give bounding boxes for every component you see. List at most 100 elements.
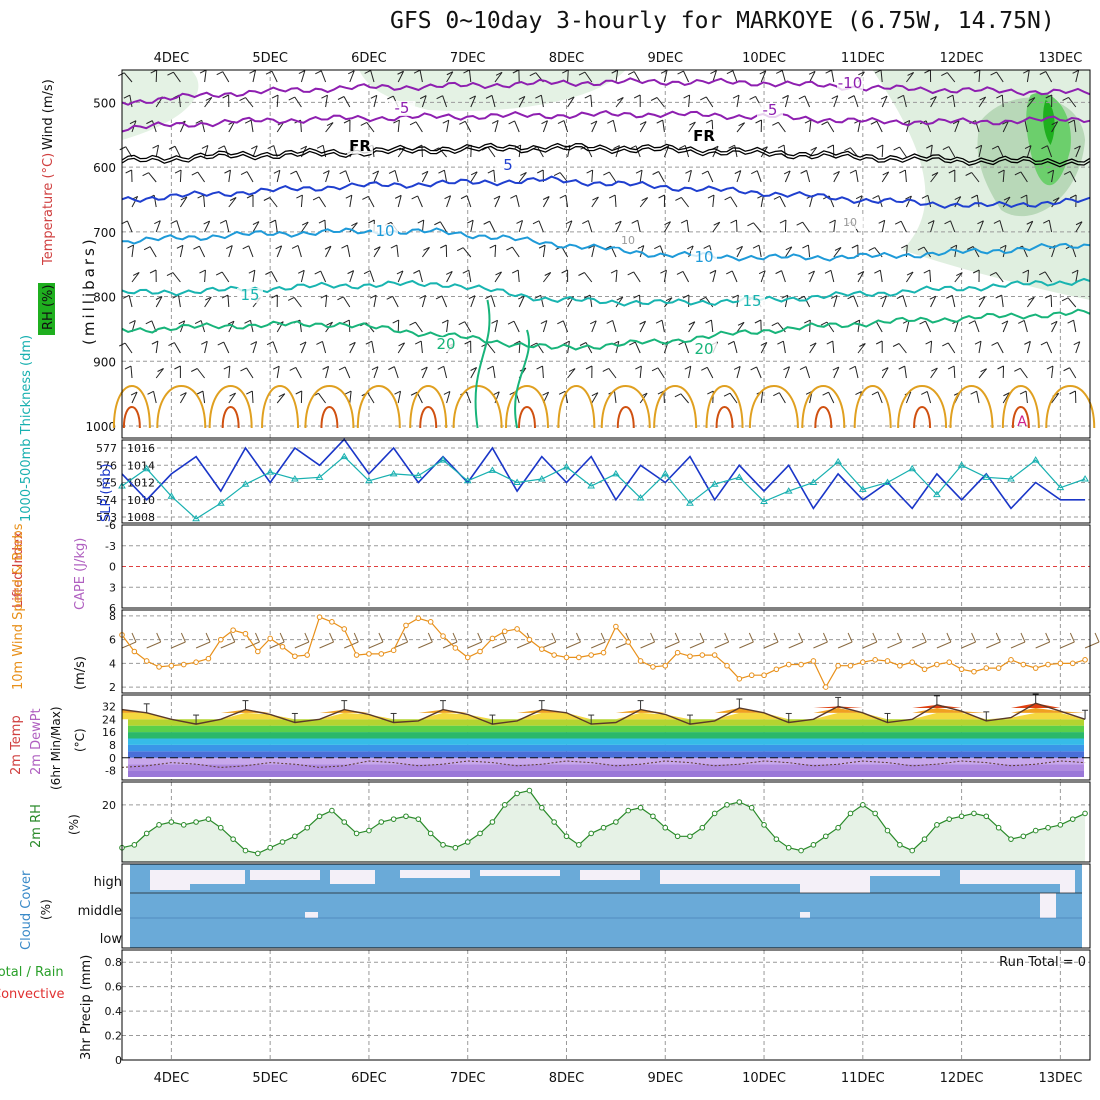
low-level-contour-inner	[419, 406, 438, 429]
wind-barb-flag	[413, 269, 420, 274]
thickness-point	[1007, 475, 1015, 482]
wind-barb	[712, 195, 715, 208]
wind-barb	[900, 220, 907, 233]
wind-barb-flag	[464, 340, 471, 345]
wind-barb	[300, 341, 307, 354]
wind-barb-flag	[1040, 341, 1048, 346]
surface-wind-barb	[319, 641, 334, 649]
wind-speed-point	[822, 684, 829, 690]
wind-barb	[633, 71, 641, 83]
wind-barb-flag	[218, 145, 225, 150]
wind-barb-flag	[990, 71, 997, 76]
wind-barb	[466, 195, 472, 208]
isotherm-20-drop	[474, 299, 530, 429]
wind-barb-flag	[952, 120, 960, 125]
wind-barb-flag	[246, 390, 253, 395]
wind-barb-flag	[991, 145, 999, 150]
day-label-top: 10DEC	[742, 51, 786, 66]
wind-barb-flag	[442, 119, 449, 124]
wind-barb-flag	[217, 341, 224, 346]
precip-total-label: Total / Rain	[0, 965, 64, 980]
wind-barb-flag	[312, 196, 320, 201]
wind-speed-label: 10m Wind Speed & Barbs	[11, 523, 26, 690]
wind-barb-flag	[199, 269, 206, 274]
wind-barb-flag	[535, 94, 542, 99]
wind-barb-flag	[655, 319, 663, 324]
wind-barb-flag	[229, 197, 237, 201]
wind-barb-flag	[1028, 97, 1036, 102]
wind-barb-flag	[244, 319, 251, 324]
wind-barb	[615, 296, 624, 308]
wind-barb	[784, 246, 793, 258]
temperature-band	[128, 725, 1084, 733]
wind-barb	[202, 391, 206, 404]
wind-barb	[1051, 366, 1054, 379]
wind-barb	[585, 342, 593, 354]
wind-barb-flag	[374, 246, 381, 251]
wind-label: Wind (m/s)	[41, 79, 56, 150]
wind-barb	[881, 95, 888, 108]
wind-barb-flag	[579, 342, 587, 346]
wind-barb	[470, 295, 476, 308]
wind-barb-flag	[339, 170, 346, 175]
wind-barb	[148, 172, 157, 183]
low-level-contour	[1045, 385, 1096, 429]
thickness-tick: 573	[96, 511, 117, 524]
wind-barb-flag	[142, 172, 149, 177]
wind-barb	[950, 220, 956, 233]
wind-barb	[300, 195, 303, 208]
wind-barb	[394, 170, 399, 183]
wind-barb	[252, 341, 258, 354]
rh-point	[316, 813, 323, 820]
rh-tick: 20	[102, 799, 116, 812]
wind-speed-point	[514, 626, 520, 632]
wind-barb	[420, 341, 423, 354]
surface-wind-barb	[887, 641, 902, 649]
wind-barb-flag	[423, 246, 430, 251]
wind-barb-flag	[617, 97, 624, 101]
wind-barb-flag	[901, 244, 908, 249]
wind-barb-flag	[737, 321, 745, 326]
wind-barb-flag	[149, 269, 157, 274]
wind-barb-flag	[314, 270, 321, 275]
wind-barb	[760, 270, 766, 283]
rh-point	[995, 824, 1002, 831]
wind-barb	[178, 295, 181, 308]
surface-wind-barb-flag	[427, 632, 433, 643]
wind-barb	[930, 96, 937, 108]
temperature-tick: 8	[109, 739, 116, 752]
wind-barb	[1026, 145, 1032, 158]
rh-point	[822, 833, 829, 840]
wind-barb	[639, 170, 643, 183]
wind-barb	[349, 270, 355, 283]
wind-barb-flag	[906, 271, 914, 276]
rh-point	[662, 824, 669, 831]
wind-barb-flag	[410, 391, 418, 396]
wind-barb-flag	[239, 97, 246, 102]
wind-barb-flag	[122, 294, 130, 299]
surface-wind-barb	[541, 641, 556, 649]
wind-barb	[853, 295, 859, 308]
wind-barb	[446, 320, 449, 333]
wind-barb-flag	[397, 70, 404, 75]
cloud-cover-clear	[800, 870, 870, 893]
isotherm-label: 10	[375, 222, 394, 240]
surface-wind-barb	[1084, 641, 1100, 649]
wind-barb	[729, 392, 738, 404]
wind-barb-flag	[606, 320, 613, 324]
temperature-band	[128, 770, 1084, 777]
wind-speed-point	[921, 666, 928, 673]
wind-barb-flag	[456, 247, 464, 252]
wind-barb-flag	[956, 272, 963, 277]
wind-barb-flag	[559, 194, 566, 199]
wind-barb-flag	[993, 220, 1001, 224]
wind-barb-flag	[689, 121, 696, 126]
wind-barb-flag	[881, 367, 889, 372]
wind-barb-flag	[796, 221, 803, 226]
wind-speed-point	[860, 659, 866, 665]
wind-barb	[470, 171, 478, 183]
surface-wind-barb	[912, 641, 927, 649]
wind-barb	[1051, 197, 1060, 208]
surface-wind-barb	[640, 641, 655, 649]
wind-barb	[680, 393, 689, 404]
